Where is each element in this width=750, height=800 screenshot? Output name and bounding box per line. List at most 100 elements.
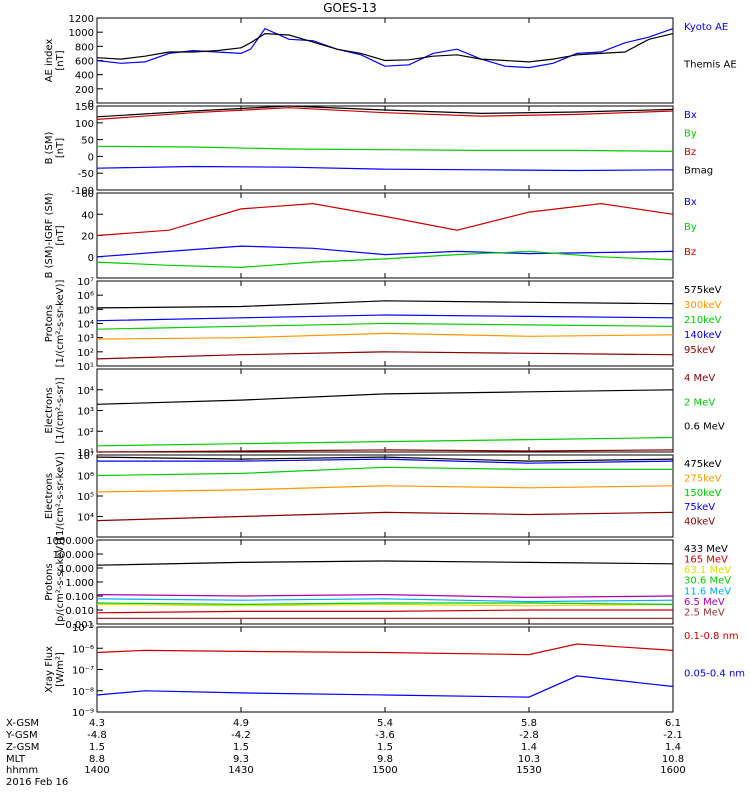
y-axis-label-line: [nT]	[55, 138, 66, 158]
y-axis-label-line: Electrons	[44, 473, 55, 519]
series-line	[96, 245, 674, 258]
legend-label: 75keV	[684, 502, 715, 513]
y-tick-label: -50	[78, 169, 94, 180]
y-tick-label: 10⁷	[77, 277, 94, 288]
y-tick-label: 100.000	[53, 550, 94, 561]
y-tick-label: 800	[75, 42, 94, 53]
series-line	[96, 389, 674, 405]
y-axis-label-line: [nT]	[55, 50, 66, 70]
y-tick-label: 50	[81, 136, 94, 147]
legend-label: Bmag	[684, 166, 713, 177]
y-tick-label: 10¹	[77, 448, 94, 459]
y-axis-label-line: [1/(cm²-s-sr-keV)]	[55, 280, 66, 368]
x-row-value: 10.3	[518, 754, 540, 765]
y-tick-label: -100	[71, 186, 94, 197]
y-tick-label: 10⁷	[77, 451, 94, 462]
y-axis-label-line: [1/(cm²-s-sr)]	[55, 377, 66, 443]
legend-label: Bz	[684, 247, 696, 258]
y-tick-label: 60	[81, 189, 94, 200]
series-line	[96, 609, 673, 614]
series-line	[96, 602, 674, 606]
y-tick-label: 0.001	[65, 620, 94, 631]
series-line	[96, 165, 674, 172]
y-axis-label-line: AE index	[44, 39, 55, 83]
panel-frame	[96, 626, 674, 713]
series-line	[96, 603, 674, 607]
series-line	[96, 593, 674, 599]
y-axis-label-line: Xray Flux	[44, 646, 55, 693]
series-line	[96, 485, 674, 493]
x-axis-labels: X-GSM 4.3 4.9 5.4 5.8 6.1 Y-GSM -4.8 -4.2 -3.6 -2.…	[5, 718, 686, 788]
series-line	[96, 675, 674, 698]
figure-title: GOES-13	[323, 1, 377, 15]
legend-label: Kyoto AE	[684, 22, 728, 33]
series-line	[96, 466, 673, 477]
x-row-value: 1.4	[665, 742, 681, 753]
x-row-label: Y-GSM	[5, 730, 38, 741]
y-axis-label-line: Protons	[44, 305, 55, 342]
y-tick-label: 10²	[77, 427, 94, 438]
y-axis-label-line: Electrons	[44, 387, 55, 433]
x-row-value: -4.8	[87, 730, 107, 741]
y-tick-label: 0.100	[65, 592, 94, 603]
series-line	[96, 449, 674, 453]
y-tick-label: 10⁵	[77, 305, 94, 316]
x-row-label: hhmm	[6, 765, 38, 776]
series-line	[96, 643, 674, 656]
y-tick-label: 10⁻⁵	[72, 623, 94, 634]
y-tick-label: 0.010	[65, 606, 94, 617]
x-row-value: 1500	[372, 765, 397, 776]
legend-label: 300keV	[684, 300, 722, 311]
x-row-value: 6.1	[665, 718, 681, 729]
y-tick-label: 10⁻⁷	[72, 666, 94, 677]
y-tick-label: 1000	[69, 28, 94, 39]
series-line	[96, 250, 674, 269]
y-axis-label: B (SM)[nT]	[44, 131, 66, 164]
legend-label: By	[684, 222, 697, 233]
y-tick-label: 10²	[77, 348, 94, 359]
y-tick-label: 10⁴	[77, 320, 94, 331]
panel-5: 10¹ 10² 10³ 10⁴ Electrons[1/(cm²-s-sr)] 4 MeV…	[44, 368, 725, 459]
x-row-value: 4.3	[89, 718, 105, 729]
series-line	[96, 300, 674, 309]
series-line	[96, 560, 674, 566]
legend-label: Bz	[684, 147, 696, 158]
y-axis-label: AE index[nT]	[44, 39, 66, 83]
legend-label: Bx	[684, 197, 697, 208]
series-line	[96, 202, 674, 237]
x-row-value: 1.5	[89, 742, 105, 753]
x-row-label: X-GSM	[6, 718, 39, 729]
y-axis-label-line: B (SM)	[44, 131, 55, 164]
x-row-value: 4.9	[233, 718, 249, 729]
x-row-value: 1.4	[521, 742, 537, 753]
y-axis-label: Protons[p/(cm²-s-sr-keV)]	[44, 538, 66, 626]
legend-label: 95keV	[684, 345, 715, 356]
y-axis-label: Xray Flux[W/m²]	[44, 646, 66, 693]
y-tick-label: 20	[81, 232, 94, 243]
y-tick-label: 10⁶	[77, 291, 94, 302]
y-axis-label-line: [nT]	[55, 225, 66, 245]
x-row-value: 8.8	[89, 754, 105, 765]
panel-2: -100 -50 0 50 100 150 B (SM)[nT] Bx By Bz Bmag	[44, 102, 713, 197]
y-tick-label: 10.000	[59, 564, 94, 575]
x-row-value: 1530	[516, 765, 541, 776]
series-line	[96, 351, 674, 360]
series-line	[96, 436, 674, 447]
y-tick-label: 10¹	[77, 362, 94, 373]
y-tick-label: 10⁵	[77, 492, 94, 503]
legend-label: 0.05-0.4 nm	[684, 669, 745, 680]
x-row-value: 10.8	[662, 754, 684, 765]
y-tick-label: 10⁴	[77, 513, 94, 524]
panel-6: 10⁴ 10⁵ 10⁶ 10⁷ Electrons[1/(cm²-s-sr-keV)] 4…	[44, 451, 722, 540]
y-tick-label: 200	[75, 85, 94, 96]
x-row-value: 1430	[228, 765, 253, 776]
x-row-value: -2.8	[519, 730, 539, 741]
y-tick-label: 0	[88, 99, 94, 110]
legend-label: 140keV	[684, 330, 722, 341]
x-row-value: 5.8	[521, 718, 537, 729]
x-row-value: -3.6	[375, 730, 395, 741]
y-tick-label: 0	[88, 253, 94, 264]
y-axis-label-line: [1/(cm²-s-sr-keV)]	[55, 452, 66, 540]
legend-label: 11.6 MeV	[684, 586, 731, 597]
